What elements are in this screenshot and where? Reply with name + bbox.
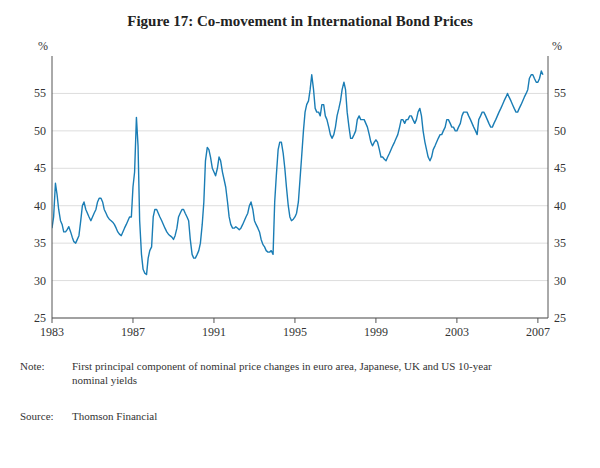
note-label: Note: — [20, 360, 44, 372]
grid-line — [52, 243, 548, 244]
y2-tick-label: 40 — [554, 199, 566, 213]
note-text: First principal component of nominal pri… — [72, 360, 492, 386]
grid-line — [52, 168, 548, 169]
y-tick-label: 25 — [34, 311, 46, 325]
source-text: Thomson Financial — [72, 410, 157, 422]
x-tick — [52, 318, 53, 323]
y2-tick-label: 45 — [554, 161, 566, 175]
x-tick-label: 1999 — [364, 325, 388, 339]
y2-tick-label: 30 — [554, 274, 566, 288]
grid-line — [52, 93, 548, 94]
y-label: % — [38, 39, 48, 53]
grid-line — [52, 318, 548, 319]
x-tick — [294, 318, 295, 323]
x-tick-label: 2007 — [526, 325, 550, 339]
y-tick-label: 40 — [34, 199, 46, 213]
source-label: Source: — [20, 410, 54, 422]
y-tick-label: 50 — [34, 124, 46, 138]
y-axis — [52, 56, 53, 318]
y-tick-label: 30 — [34, 274, 46, 288]
x-tick-label: 1995 — [283, 325, 307, 339]
grid-line — [52, 280, 548, 281]
x-tick — [456, 318, 457, 323]
note-line: nominal yields — [72, 374, 137, 386]
grid-line — [52, 130, 548, 131]
x-tick-label: 1987 — [121, 325, 145, 339]
chart: Figure 17: Co-movement in International … — [0, 0, 600, 468]
title: Figure 17: Co-movement in International … — [127, 13, 473, 29]
y-tick-label: 55 — [34, 86, 46, 100]
y2-tick-label: 55 — [554, 86, 566, 100]
y2-axis — [548, 56, 549, 318]
y2-tick-label: 50 — [554, 124, 566, 138]
y2-label: % — [552, 39, 562, 53]
x-tick — [213, 318, 214, 323]
y2-tick-label: 25 — [554, 311, 566, 325]
x-tick-label: 1991 — [202, 325, 226, 339]
x-tick — [375, 318, 376, 323]
x-tick-label: 1983 — [40, 325, 64, 339]
plot-area — [52, 71, 543, 275]
x-tick-label: 2003 — [445, 325, 469, 339]
x-axis — [52, 318, 548, 319]
y-tick-label: 45 — [34, 161, 46, 175]
y-tick-label: 35 — [34, 236, 46, 250]
x-tick — [132, 318, 133, 323]
x-tick — [537, 318, 538, 323]
grid-line — [52, 205, 548, 206]
line — [52, 71, 543, 275]
note-line: First principal component of nominal pri… — [72, 360, 492, 372]
y2-tick-label: 35 — [554, 236, 566, 250]
